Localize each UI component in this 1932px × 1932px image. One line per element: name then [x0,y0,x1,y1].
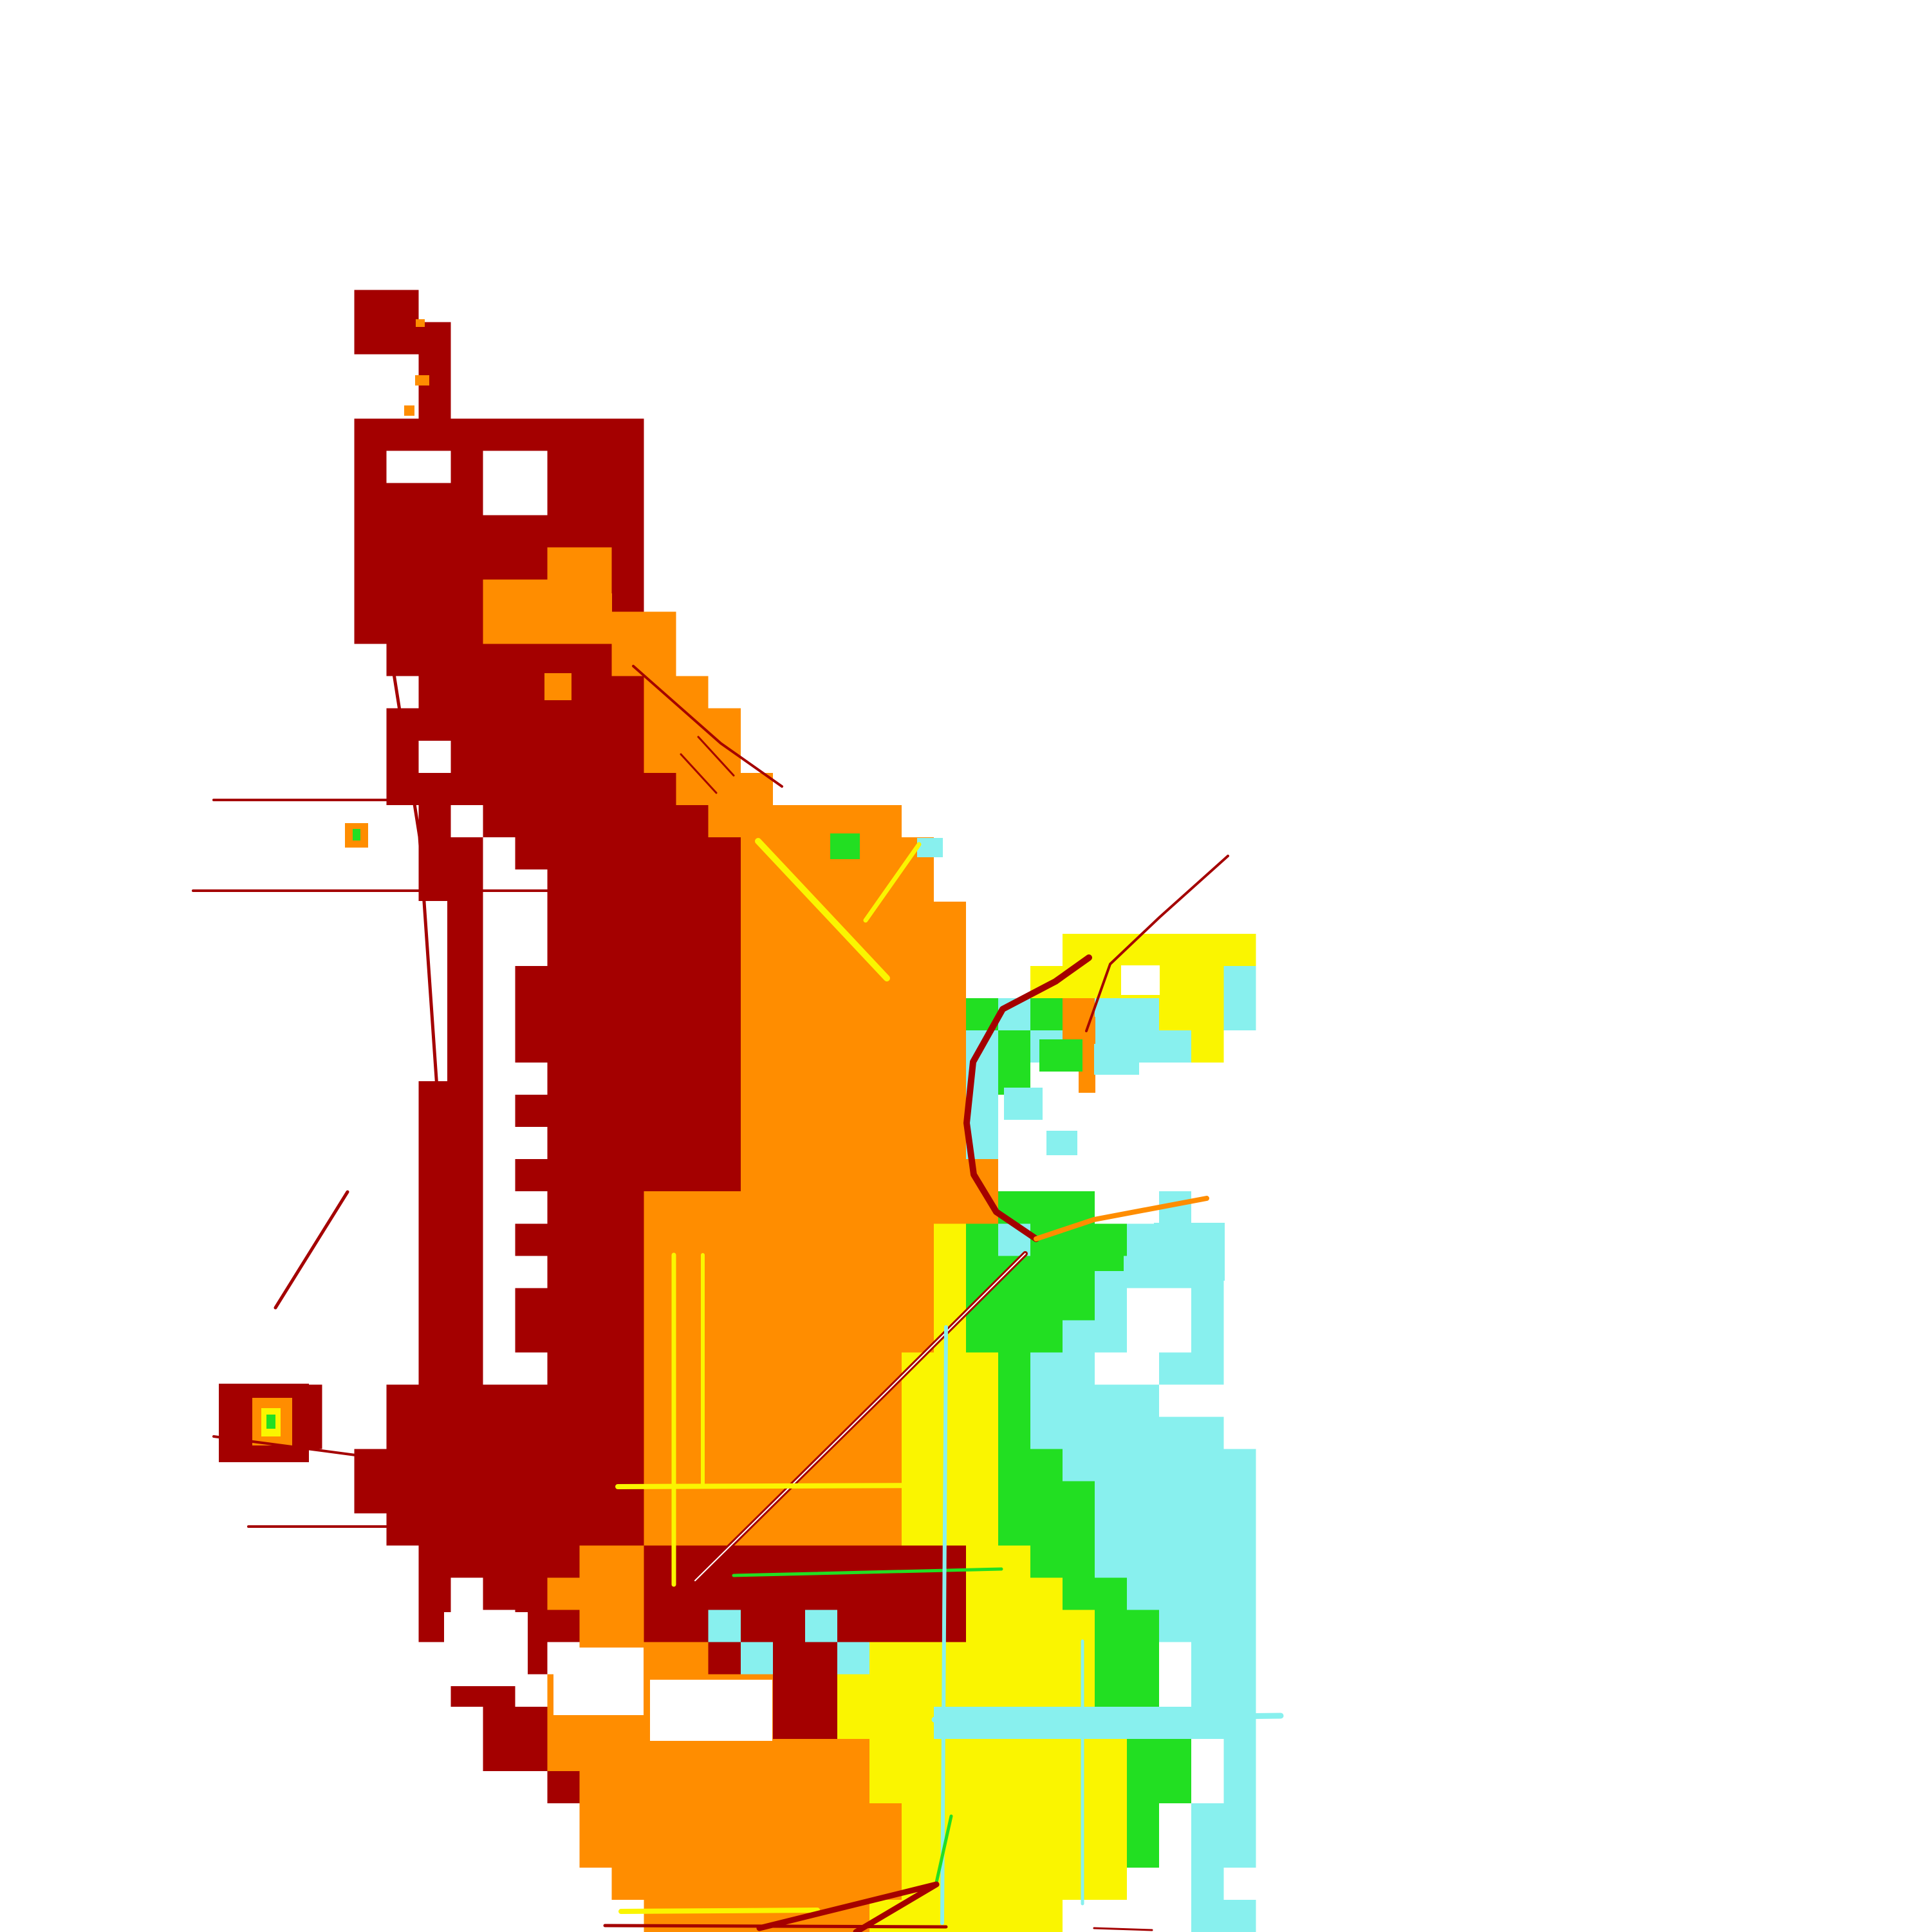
classified-raster-map [192,290,1284,1932]
map-viewport [192,290,1284,1932]
